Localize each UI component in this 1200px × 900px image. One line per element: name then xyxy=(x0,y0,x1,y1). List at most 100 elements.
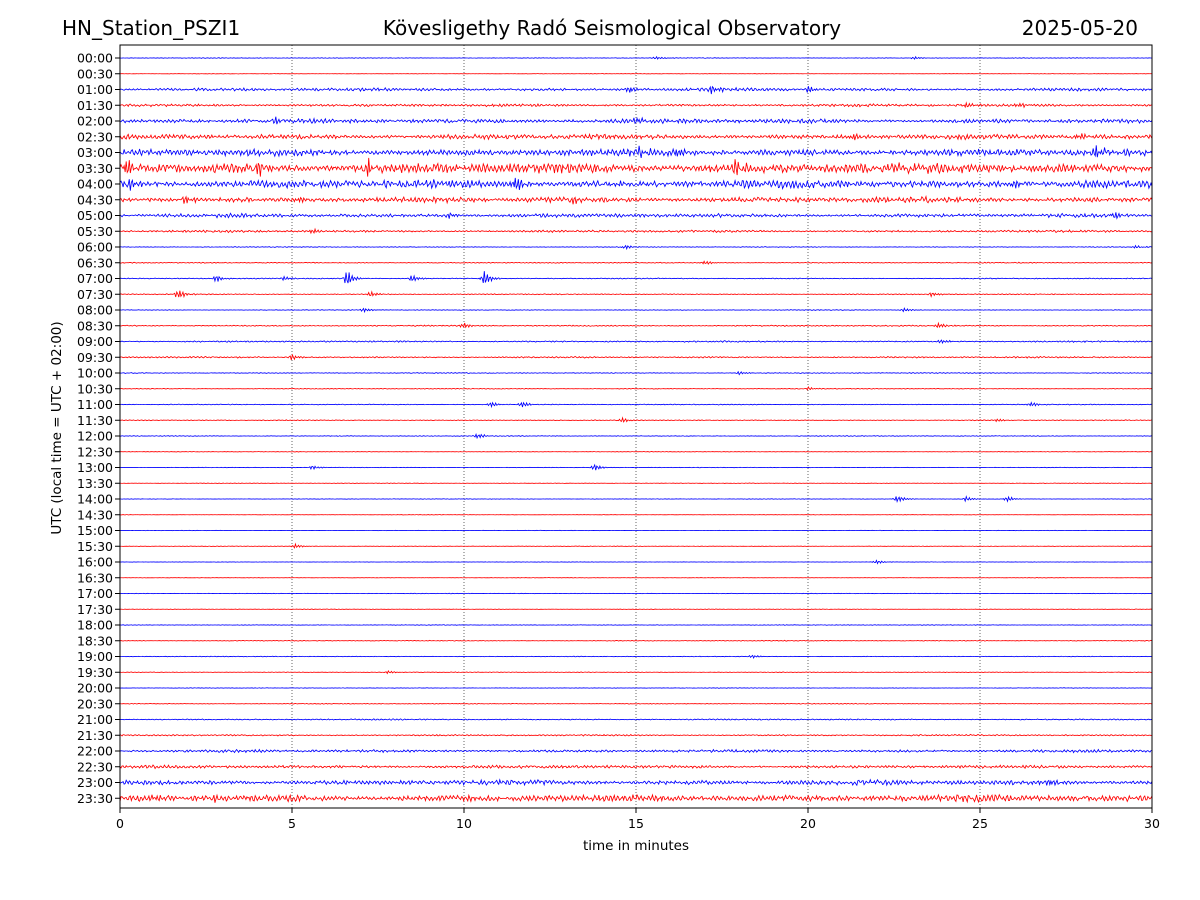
trace-0730 xyxy=(119,290,1153,299)
row-time-label: 07:00 xyxy=(77,271,113,286)
trace-0800 xyxy=(119,307,1153,314)
trace-1400 xyxy=(119,495,1153,503)
trace-0300 xyxy=(119,145,1153,158)
row-time-label: 11:30 xyxy=(77,413,113,428)
trace-0500 xyxy=(119,212,1153,220)
trace-2300 xyxy=(119,778,1153,787)
row-time-label: 00:30 xyxy=(77,66,113,81)
row-time-label: 23:30 xyxy=(77,791,113,806)
x-tick-label: 20 xyxy=(800,816,816,831)
row-time-label: 15:30 xyxy=(77,539,113,554)
trace-1800 xyxy=(119,624,1153,626)
row-time-label: 15:00 xyxy=(77,523,113,538)
row-time-label: 18:30 xyxy=(77,633,113,648)
row-time-label: 19:30 xyxy=(77,665,113,680)
row-time-label: 12:30 xyxy=(77,444,113,459)
row-time-label: 08:00 xyxy=(77,303,113,318)
row-time-label: 09:30 xyxy=(77,350,113,365)
trace-0700 xyxy=(119,271,1153,284)
station-name: HN_Station_PSZI1 xyxy=(62,16,240,40)
row-time-label: 06:30 xyxy=(77,255,113,270)
row-time-label: 02:00 xyxy=(77,114,113,129)
record-date: 2025-05-20 xyxy=(1022,16,1138,40)
row-time-label: 13:00 xyxy=(77,460,113,475)
row-time-label: 10:30 xyxy=(77,381,113,396)
row-time-label: 18:00 xyxy=(77,618,113,633)
row-time-label: 09:00 xyxy=(77,334,113,349)
row-time-label: 14:00 xyxy=(77,492,113,507)
trace-0230 xyxy=(119,132,1153,141)
trace-1230 xyxy=(119,451,1153,453)
trace-1830 xyxy=(119,639,1153,642)
row-time-label: 12:00 xyxy=(77,429,113,444)
row-time-label: 01:00 xyxy=(77,82,113,97)
trace-0100 xyxy=(119,85,1153,95)
trace-0600 xyxy=(119,244,1153,251)
x-axis-ticks: 0 5 10 15 20 25 30 xyxy=(116,808,1160,831)
row-time-label: 05:00 xyxy=(77,208,113,223)
row-time-label: 23:00 xyxy=(77,775,113,790)
row-time-label: 01:30 xyxy=(77,98,113,113)
row-time-label: 04:00 xyxy=(77,177,113,192)
trace-0430 xyxy=(119,195,1153,205)
row-time-label: 06:00 xyxy=(77,240,113,255)
trace-0200 xyxy=(119,116,1153,125)
row-time-label: 20:00 xyxy=(77,681,113,696)
x-tick-label: 0 xyxy=(116,816,124,831)
row-time-label: 13:30 xyxy=(77,476,113,491)
row-time-label: 08:30 xyxy=(77,318,113,333)
y-axis-label: UTC (local time = UTC + 02:00) xyxy=(49,321,65,534)
trace-0930 xyxy=(119,353,1153,361)
trace-1530 xyxy=(119,542,1153,549)
row-time-label: 21:00 xyxy=(77,712,113,727)
seismic-traces xyxy=(119,55,1153,804)
row-time-label: 17:30 xyxy=(77,602,113,617)
trace-1130 xyxy=(120,416,1153,423)
row-time-label: 21:30 xyxy=(77,728,113,743)
trace-1900 xyxy=(119,654,1153,660)
x-tick-label: 5 xyxy=(288,816,296,831)
row-time-label: 17:00 xyxy=(77,586,113,601)
trace-1030 xyxy=(119,385,1153,391)
trace-1700 xyxy=(119,592,1153,595)
trace-2100 xyxy=(119,718,1153,721)
row-time-label: 19:00 xyxy=(77,649,113,664)
row-time-label: 07:30 xyxy=(77,287,113,302)
trace-2030 xyxy=(119,702,1153,705)
row-time-label: 11:00 xyxy=(77,397,113,412)
vertical-gridlines xyxy=(291,45,981,808)
trace-1930 xyxy=(119,669,1153,675)
row-time-label: 03:30 xyxy=(77,161,113,176)
trace-0000 xyxy=(119,55,1153,60)
row-time-label: 04:30 xyxy=(77,192,113,207)
trace-0630 xyxy=(119,260,1153,265)
trace-2000 xyxy=(119,687,1153,689)
row-time-label: 14:30 xyxy=(77,507,113,522)
trace-2130 xyxy=(119,733,1153,737)
trace-0530 xyxy=(119,227,1153,235)
trace-0900 xyxy=(119,339,1153,345)
trace-1200 xyxy=(119,433,1153,440)
row-time-label: 16:30 xyxy=(77,570,113,585)
trace-2330 xyxy=(119,793,1153,804)
trace-0830 xyxy=(119,321,1153,329)
row-time-label: 10:00 xyxy=(77,366,113,381)
row-time-labels: 00:0000:3001:0001:3002:0002:3003:0003:30… xyxy=(77,51,120,806)
trace-1000 xyxy=(119,370,1153,376)
x-axis-label: time in minutes xyxy=(583,838,689,854)
row-time-label: 16:00 xyxy=(77,555,113,570)
trace-1330 xyxy=(119,482,1153,484)
trace-0400 xyxy=(119,177,1153,191)
trace-1300 xyxy=(119,463,1153,471)
plot-frame xyxy=(119,44,1153,809)
row-time-label: 03:00 xyxy=(77,145,113,160)
trace-0130 xyxy=(119,101,1153,109)
row-time-label: 05:30 xyxy=(77,224,113,239)
row-time-label: 22:00 xyxy=(77,744,113,759)
trace-1600 xyxy=(119,559,1153,565)
observatory-title: Kövesligethy Radó Seismological Observat… xyxy=(383,16,841,40)
row-time-label: 20:30 xyxy=(77,696,113,711)
row-time-label: 22:30 xyxy=(77,759,113,774)
